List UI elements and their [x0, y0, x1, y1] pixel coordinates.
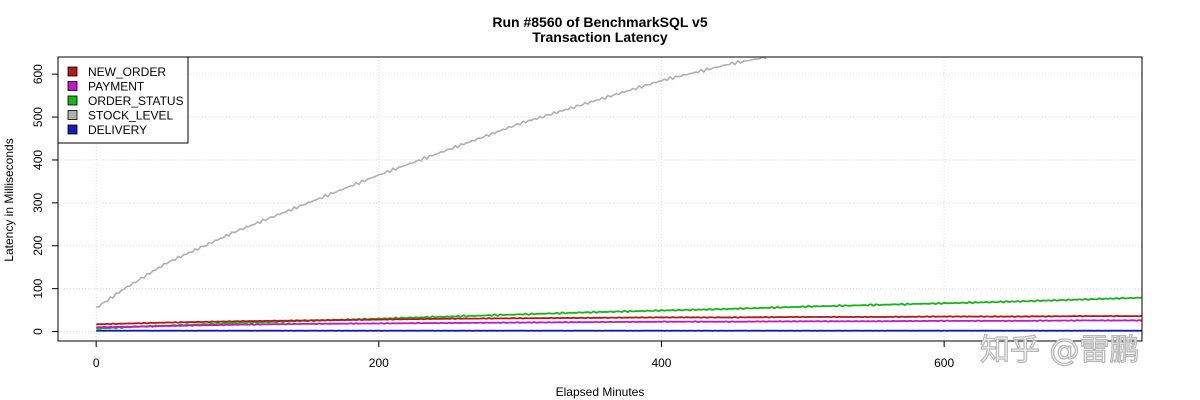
- legend-label: DELIVERY: [88, 123, 147, 137]
- chart-title: Run #8560 of BenchmarkSQL v5: [492, 14, 707, 30]
- x-tick-label: 600: [934, 356, 954, 370]
- legend-box: [57, 56, 189, 144]
- series-line-payment: [96, 319, 1142, 329]
- x-tick-label: 0: [93, 356, 100, 370]
- legend: NEW_ORDERPAYMENTORDER_STATUSSTOCK_LEVELD…: [57, 56, 189, 144]
- legend-label: NEW_ORDER: [88, 65, 166, 79]
- y-tick-label: 100: [31, 278, 45, 298]
- series-line-stock-level: [96, 57, 767, 309]
- x-axis-label: Elapsed Minutes: [556, 385, 645, 399]
- series-lines: [96, 57, 1142, 332]
- y-tick-label: 300: [31, 193, 45, 213]
- legend-label: ORDER_STATUS: [88, 94, 184, 108]
- legend-label: STOCK_LEVEL: [88, 109, 173, 123]
- legend-swatch: [67, 95, 78, 106]
- y-axis: 0 100 200 300 400 500 600: [31, 64, 58, 335]
- plot-frame: [57, 56, 1143, 342]
- watermark: 知乎 @雷鹏: [980, 333, 1140, 368]
- legend-swatch: [67, 66, 78, 77]
- legend-swatch: [67, 110, 78, 120]
- y-tick-label: 200: [31, 235, 45, 255]
- y-tick-label: 500: [31, 107, 45, 127]
- grid: [58, 57, 1142, 341]
- legend-label: PAYMENT: [88, 80, 145, 94]
- x-axis: 0 200 400 600: [93, 341, 954, 370]
- legend-swatch: [67, 124, 78, 135]
- chart-subtitle: Transaction Latency: [532, 29, 668, 45]
- series-line-new-order: [96, 314, 1142, 326]
- x-tick-label: 200: [369, 356, 389, 370]
- y-tick-label: 400: [31, 150, 45, 170]
- y-tick-label: 0: [31, 328, 45, 335]
- y-axis-label: Latency in Milliseconds: [2, 138, 16, 261]
- y-tick-label: 600: [31, 64, 45, 84]
- x-tick-label: 400: [651, 356, 671, 370]
- series-line-order-status: [96, 296, 1142, 330]
- legend-swatch: [67, 81, 78, 91]
